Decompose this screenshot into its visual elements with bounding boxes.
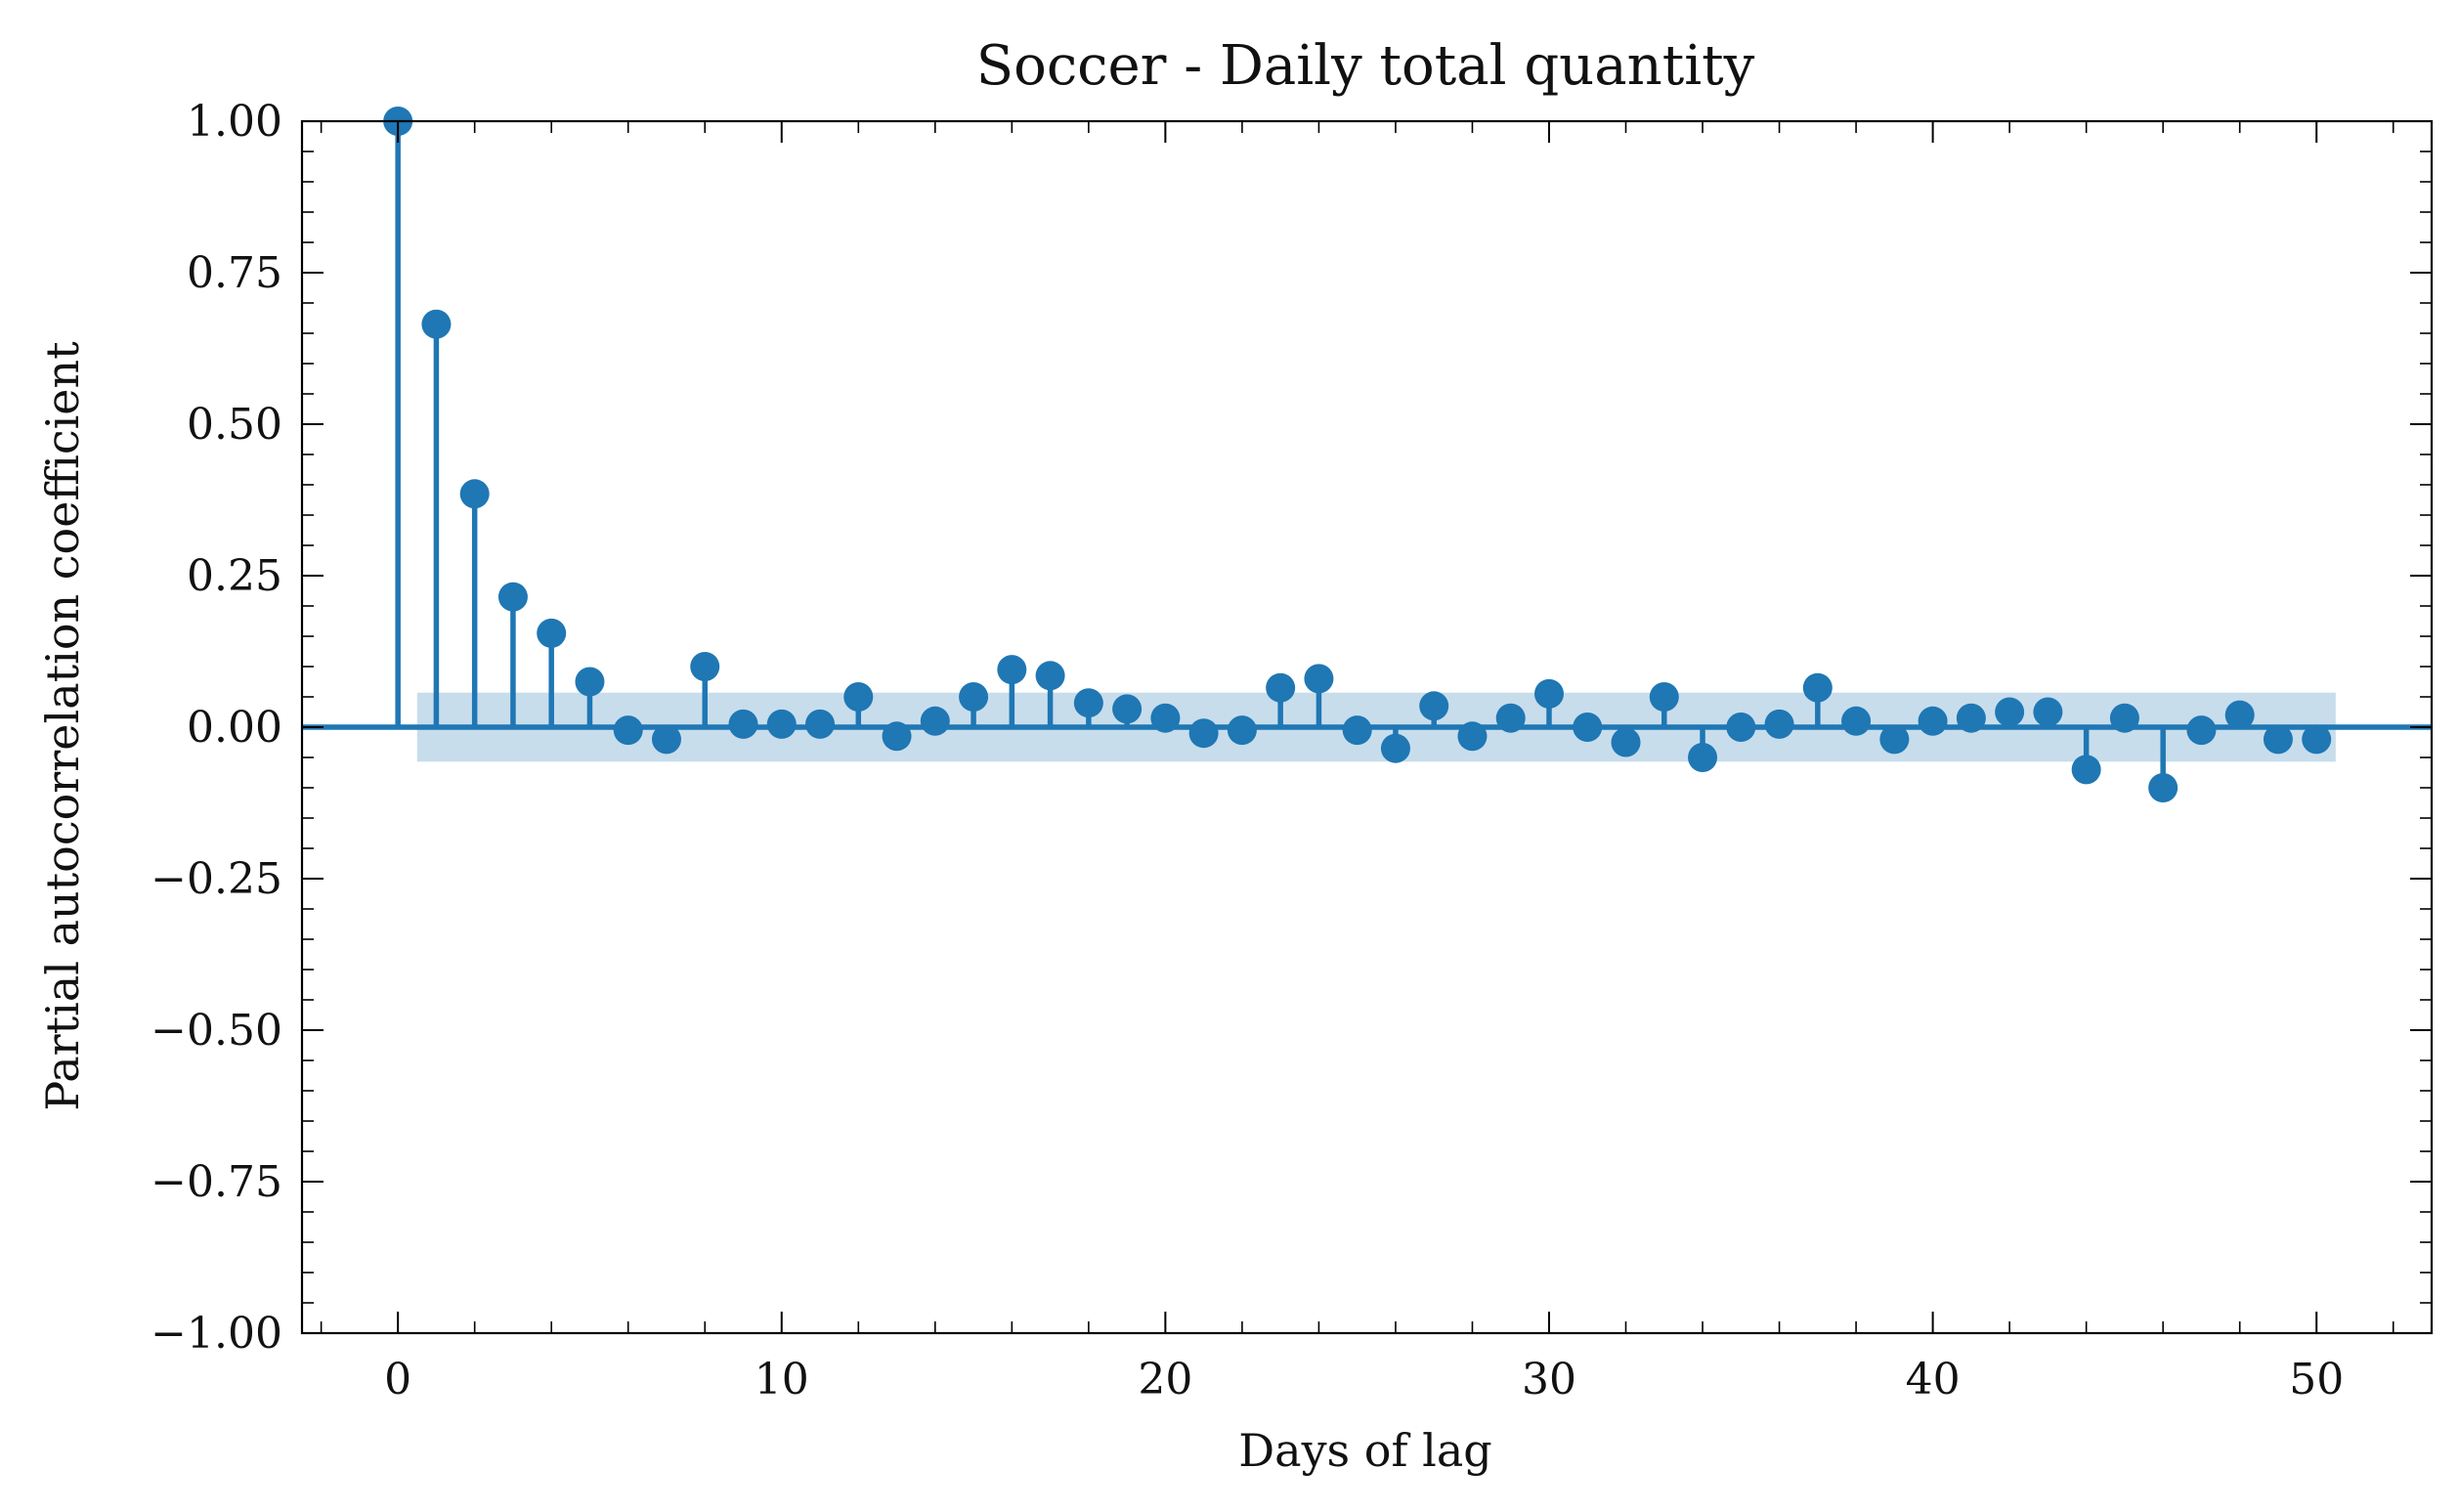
stem-marker bbox=[1419, 691, 1449, 721]
stem-marker bbox=[1112, 694, 1143, 724]
stem-marker bbox=[1266, 672, 1296, 703]
stem-marker bbox=[1764, 709, 1794, 739]
chart-title: Soccer - Daily total quantity bbox=[976, 34, 1755, 98]
stem-marker bbox=[1150, 703, 1181, 733]
stem-marker bbox=[997, 655, 1027, 685]
y-axis-label: Partial autocorrelation coefficient bbox=[36, 341, 89, 1111]
stem-marker bbox=[1726, 713, 1756, 742]
stem-marker bbox=[575, 667, 605, 697]
plot-area: 0 10 20 30 40 50 1.00 0.75 0.50 0.25 0.00 −0.25 −0.5… bbox=[151, 97, 2434, 1404]
stem-marker bbox=[1995, 697, 2025, 727]
stem-marker bbox=[1956, 703, 1986, 733]
y-tick-label: −1.00 bbox=[151, 1309, 282, 1359]
y-tick-label: −0.75 bbox=[151, 1157, 282, 1207]
stem-marker bbox=[1649, 682, 1679, 712]
stem-marker bbox=[1035, 661, 1065, 691]
stem-marker bbox=[1802, 672, 1833, 703]
y-tick-label: 0.25 bbox=[187, 551, 282, 601]
stem-marker bbox=[2033, 697, 2063, 727]
stem-marker bbox=[1879, 724, 1910, 755]
stem-marker bbox=[2263, 724, 2293, 755]
stem-marker bbox=[2148, 773, 2179, 802]
y-tick-label: −0.50 bbox=[151, 1006, 282, 1056]
stem-marker bbox=[537, 618, 567, 648]
stem-marker bbox=[1188, 718, 1219, 749]
stem-marker bbox=[2071, 755, 2101, 785]
stem-marker bbox=[766, 709, 797, 739]
stem-marker bbox=[1380, 733, 1410, 763]
stem-marker bbox=[497, 582, 528, 612]
y-tick-label: −0.25 bbox=[151, 854, 282, 904]
stem-marker bbox=[959, 682, 989, 712]
stem-marker bbox=[2109, 703, 2139, 733]
stem-marker bbox=[1227, 715, 1257, 746]
stem-marker bbox=[1495, 703, 1526, 733]
stem-marker bbox=[920, 706, 950, 736]
x-tick-label: 0 bbox=[384, 1355, 411, 1404]
stem-marker bbox=[1342, 715, 1372, 746]
stem-marker bbox=[690, 652, 720, 681]
x-tick-label: 40 bbox=[1906, 1355, 1961, 1404]
x-tick-label: 50 bbox=[2289, 1355, 2344, 1404]
y-tick-label: 0.75 bbox=[187, 248, 282, 298]
stem-marker bbox=[805, 709, 836, 739]
stem-marker bbox=[882, 721, 912, 752]
stem-marker bbox=[1611, 727, 1641, 757]
stem-marker bbox=[459, 479, 490, 509]
stem-marker bbox=[1073, 688, 1103, 718]
stem-marker bbox=[1841, 706, 1872, 736]
x-tick-label: 20 bbox=[1138, 1355, 1192, 1404]
stem-marker bbox=[1457, 721, 1488, 752]
stem-marker bbox=[1688, 743, 1718, 772]
stem-marker bbox=[2224, 700, 2255, 730]
stem-marker bbox=[1918, 706, 1948, 736]
stem-marker bbox=[2186, 715, 2217, 746]
stem-marker bbox=[613, 715, 643, 746]
stem-marker bbox=[421, 309, 452, 339]
stem-marker bbox=[843, 682, 874, 712]
stem-marker bbox=[1304, 664, 1334, 694]
x-tick-label: 30 bbox=[1522, 1355, 1576, 1404]
y-tick-label: 0.00 bbox=[187, 703, 282, 753]
y-tick-label: 0.50 bbox=[187, 400, 282, 450]
stem-marker bbox=[2302, 724, 2332, 755]
stem-marker bbox=[1573, 713, 1603, 742]
stem-marker bbox=[1533, 678, 1564, 709]
stem-marker bbox=[728, 709, 758, 739]
stem-marker bbox=[651, 724, 681, 755]
x-tick-label: 10 bbox=[755, 1355, 809, 1404]
x-axis-label: Days of lag bbox=[1238, 1424, 1491, 1477]
y-tick-label: 1.00 bbox=[187, 97, 282, 147]
